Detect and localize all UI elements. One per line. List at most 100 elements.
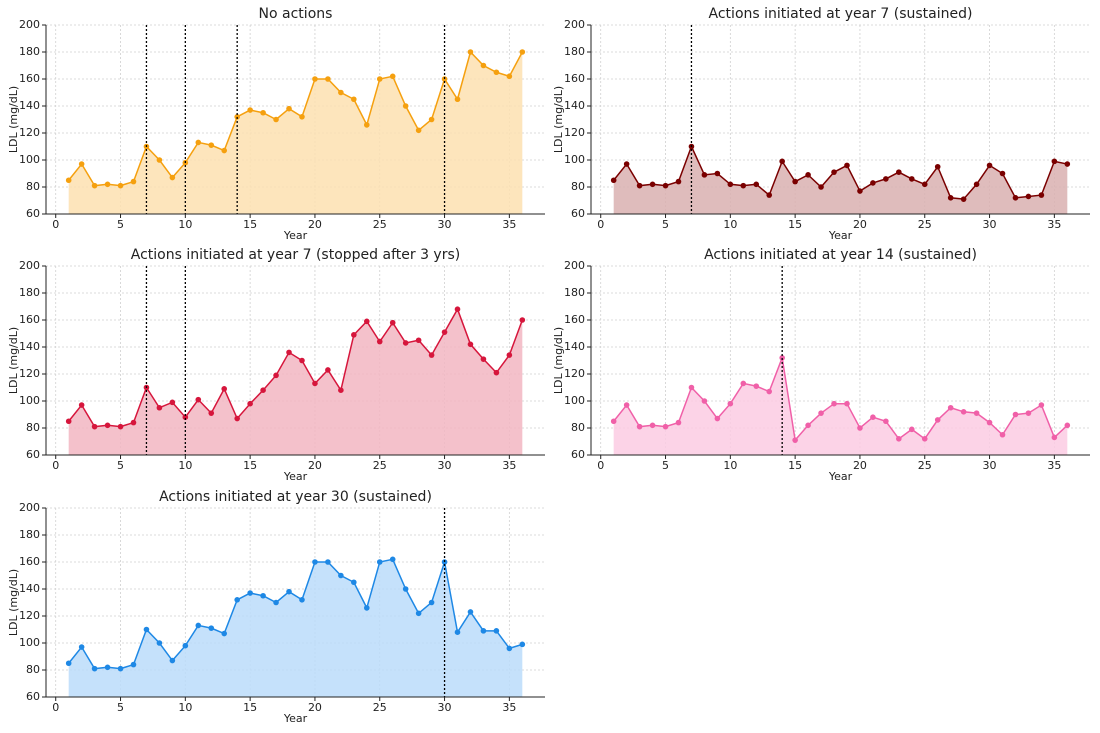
x-tick-label: 0 (597, 218, 604, 231)
x-tick-label: 15 (243, 701, 257, 714)
point (260, 592, 266, 599)
y-tick-label: 120 (564, 126, 585, 139)
point (973, 181, 980, 188)
point (740, 380, 747, 387)
point (467, 609, 474, 615)
point (273, 599, 279, 606)
x-tick-label: 15 (243, 218, 257, 231)
subplot: 60 80 100 120 140 160 180 200 0 5 10 15 20 25 30 35 No a… (7, 6, 545, 242)
line (68, 50, 523, 187)
y-tick-label: 80 (26, 180, 40, 193)
point (208, 410, 215, 416)
point (78, 402, 85, 408)
area (68, 559, 523, 697)
x-tick-label: 35 (502, 459, 516, 472)
point (441, 329, 448, 335)
point (947, 404, 954, 411)
x-tick-label: 10 (178, 701, 192, 714)
point (506, 352, 513, 358)
y-tick-label: 60 (571, 448, 585, 461)
point (247, 590, 253, 596)
y-tick-label: 80 (26, 421, 40, 434)
point (831, 400, 837, 407)
point (1012, 195, 1019, 201)
point (286, 588, 292, 595)
point (701, 172, 708, 178)
point (960, 409, 967, 415)
point (208, 625, 215, 631)
point (104, 664, 111, 671)
point (376, 559, 383, 565)
point (727, 400, 734, 407)
y-tick-label: 120 (19, 609, 40, 622)
point (870, 414, 876, 421)
x-tick-label: 25 (373, 701, 387, 714)
x-tick-label: 30 (438, 218, 452, 231)
point (506, 73, 513, 80)
point (260, 109, 266, 116)
y-tick-label: 60 (26, 448, 40, 461)
y-tick-label: 180 (19, 286, 40, 299)
point (727, 181, 734, 188)
point (143, 626, 150, 633)
x-tick-label: 0 (52, 218, 59, 231)
point (623, 161, 630, 167)
point (662, 423, 669, 430)
y-tick-label: 120 (564, 367, 585, 380)
point (649, 422, 656, 429)
point (182, 642, 189, 649)
point (636, 182, 643, 189)
y-tick-label: 120 (19, 367, 40, 380)
point (1038, 402, 1045, 408)
point (960, 196, 967, 202)
point (688, 384, 695, 391)
point (156, 404, 163, 411)
point (818, 410, 824, 416)
y-tick-label: 100 (19, 153, 40, 166)
point (312, 559, 318, 565)
point (428, 352, 435, 358)
point (65, 418, 72, 425)
point (896, 436, 902, 442)
point (779, 158, 785, 165)
point (428, 116, 435, 123)
point (921, 181, 928, 188)
point (169, 657, 176, 664)
point (91, 182, 98, 189)
point (934, 417, 941, 423)
y-axis-label: LDL (mg/dL) (552, 86, 565, 153)
chart-title: Actions initiated at year 30 (sustained) (159, 489, 432, 505)
x-tick-label: 5 (117, 701, 124, 714)
x-tick-label: 15 (788, 459, 802, 472)
point (299, 357, 305, 364)
point (286, 105, 292, 112)
point (493, 69, 500, 76)
y-tick-label: 100 (19, 636, 40, 649)
y-axis-label: LDL (mg/dL) (7, 569, 20, 636)
x-tick-label: 35 (1047, 218, 1061, 231)
point (792, 437, 798, 443)
x-tick-label: 20 (853, 218, 867, 231)
point (493, 369, 500, 376)
point (921, 436, 928, 442)
point (805, 172, 811, 178)
line (68, 558, 523, 670)
x-tick-label: 10 (178, 218, 192, 231)
x-tick-label: 20 (308, 701, 322, 714)
point (273, 372, 279, 379)
y-tick-label: 180 (19, 45, 40, 58)
point (714, 170, 721, 177)
x-tick-label: 30 (438, 459, 452, 472)
point (675, 419, 682, 426)
point (325, 559, 331, 565)
x-tick-label: 15 (788, 218, 802, 231)
point (234, 114, 240, 120)
point (857, 188, 863, 194)
x-tick-label: 15 (243, 459, 257, 472)
point (234, 415, 240, 422)
point (351, 332, 357, 338)
point (1025, 410, 1032, 416)
point (480, 62, 487, 69)
point (247, 107, 253, 113)
point (831, 169, 837, 175)
